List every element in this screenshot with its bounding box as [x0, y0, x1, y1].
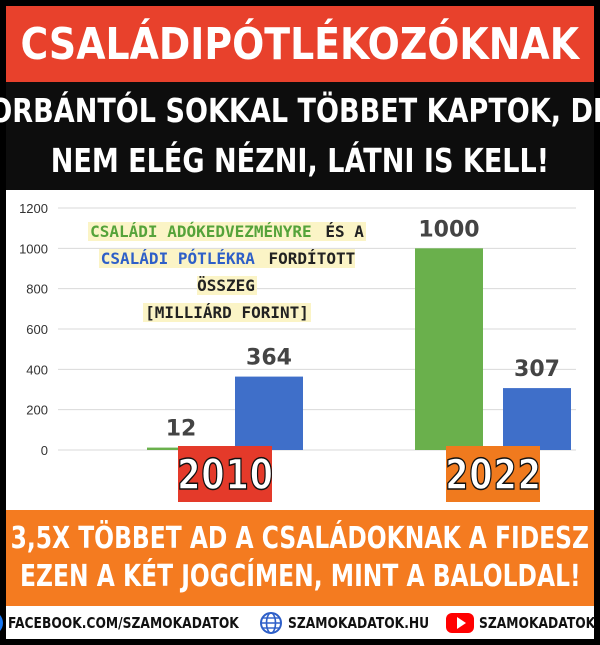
y-tick-label: 1000: [19, 241, 48, 256]
youtube-link-text: SZAMOKADATOK: [479, 613, 596, 632]
y-tick-label: 600: [26, 322, 48, 337]
data-label: 1000: [418, 217, 479, 242]
chart-area: 0 200 400 600 800 1000 1200 12 1000 364 307 CSALÁD…: [6, 190, 594, 510]
chart-callout: CSALÁDI ADÓKEDVEZMÉNYRE ÉS A CSALÁDI PÓT…: [74, 218, 380, 326]
subtitle-banner: ORBÁNTÓL SOKKAL TÖBBET KAPTOK, DE NEM EL…: [0, 82, 600, 190]
conclusion-line-1: 3,5X TÖBBET AD A CSALÁDOKNAK A FIDESZ: [10, 521, 590, 556]
page-title: CSALÁDIPÓTLÉKOZÓKNAK: [20, 18, 580, 70]
category-label-2022: 2022: [444, 446, 542, 502]
globe-icon: [260, 611, 283, 634]
bar: [235, 376, 303, 450]
website-link[interactable]: SZAMOKADATOK.HU: [259, 611, 460, 635]
facebook-link-text: FACEBOOK.COM/SZAMOKADATOK: [7, 613, 239, 632]
title-banner: CSALÁDIPÓTLÉKOZÓKNAK: [6, 6, 594, 82]
callout-blue-text: CSALÁDI PÓTLÉKRA: [98, 249, 257, 268]
y-tick-label: 1200: [19, 201, 48, 216]
data-label: 307: [514, 357, 560, 382]
subtitle-line-2: NEM ELÉG NÉZNI, LÁTNI IS KELL!: [50, 141, 550, 180]
conclusion-line-2: EZEN A KÉT JOGCÍMEN, MINT A BALOLDAL!: [19, 559, 581, 594]
data-label: 12: [166, 417, 197, 442]
callout-unit-text: [MILLIÁRD FORINT]: [143, 303, 311, 322]
y-tick-label: 200: [26, 403, 48, 418]
data-label: 364: [246, 346, 292, 371]
facebook-icon: f: [0, 610, 3, 635]
subtitle-line-1: ORBÁNTÓL SOKKAL TÖBBET KAPTOK, DE: [0, 91, 600, 130]
callout-text-1: ÉS A: [313, 222, 366, 241]
website-link-text: SZAMOKADATOK.HU: [288, 613, 430, 632]
y-tick-label: 0: [41, 443, 48, 458]
bar-chart: 0 200 400 600 800 1000 1200 12 1000 364 307: [19, 201, 576, 458]
bar: [503, 388, 571, 450]
facebook-link[interactable]: f FACEBOOK.COM/SZAMOKADATOK: [0, 610, 289, 635]
y-tick-label: 800: [26, 282, 48, 297]
category-label-text: 2022: [444, 449, 542, 500]
youtube-link[interactable]: SZAMOKADATOK: [446, 612, 600, 633]
callout-green-text: CSALÁDI ADÓKEDVEZMÉNYRE: [88, 222, 314, 241]
category-label-text: 2010: [176, 449, 274, 500]
footer: f FACEBOOK.COM/SZAMOKADATOK SZAMOKADATOK…: [0, 606, 596, 639]
youtube-icon: [446, 612, 475, 633]
category-label-2010: 2010: [176, 446, 274, 502]
bar: [415, 248, 483, 450]
y-tick-label: 400: [26, 362, 48, 377]
conclusion-banner: 3,5X TÖBBET AD A CSALÁDOKNAK A FIDESZ EZ…: [6, 510, 594, 606]
